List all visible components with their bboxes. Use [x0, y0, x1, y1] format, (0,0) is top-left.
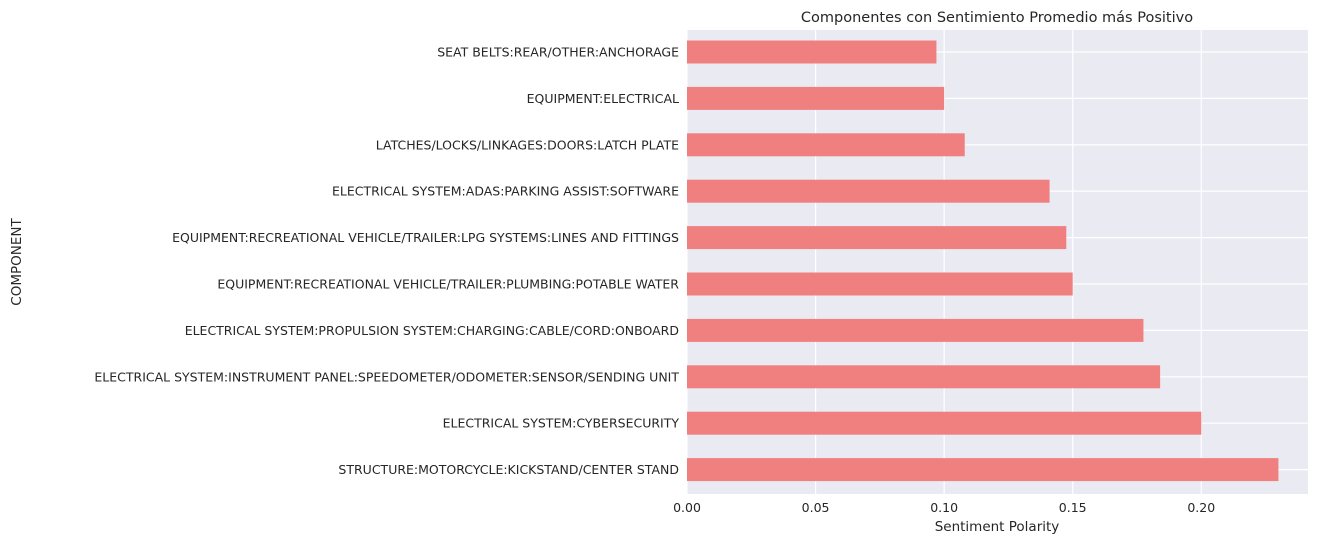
y-tick-label: STRUCTURE:MOTORCYCLE:KICKSTAND/CENTER ST…	[338, 462, 679, 477]
bar	[687, 272, 1073, 296]
bar	[687, 411, 1202, 435]
bar	[687, 179, 1050, 203]
x-axis-label: Sentiment Polarity	[935, 519, 1060, 535]
bar	[687, 226, 1067, 250]
x-tick-labels: 0.00 0.05 0.10 0.15 0.20	[673, 500, 1215, 515]
x-tick-label: 0.05	[802, 500, 830, 515]
y-tick-label: ELECTRICAL SYSTEM:ADAS:PARKING ASSIST:SO…	[332, 184, 679, 199]
x-tick-label: 0.10	[930, 500, 958, 515]
y-tick-label: ELECTRICAL SYSTEM:PROPULSION SYSTEM:CHAR…	[185, 323, 679, 338]
y-tick-label: ELECTRICAL SYSTEM:INSTRUMENT PANEL:SPEED…	[94, 369, 679, 384]
chart-title: Componentes con Sentimiento Promedio más…	[801, 10, 1193, 26]
x-tick-label: 0.00	[673, 500, 701, 515]
y-axis-label: COMPONENT	[9, 218, 25, 306]
y-tick-label: ELECTRICAL SYSTEM:CYBERSECURITY	[443, 416, 680, 431]
x-tick-label: 0.15	[1059, 500, 1087, 515]
y-tick-label: EQUIPMENT:RECREATIONAL VEHICLE/TRAILER:L…	[172, 230, 679, 245]
bar	[687, 458, 1279, 482]
y-tick-label: EQUIPMENT:RECREATIONAL VEHICLE/TRAILER:P…	[217, 277, 679, 292]
y-tick-label: EQUIPMENT:ELECTRICAL	[527, 91, 679, 106]
bar	[687, 318, 1144, 342]
y-tick-label: LATCHES/LOCKS/LINKAGES:DOORS:LATCH PLATE	[376, 137, 679, 152]
bar	[687, 40, 937, 64]
x-tick-label: 0.20	[1187, 500, 1215, 515]
bar	[687, 365, 1161, 389]
y-tick-labels: SEAT BELTS:REAR/OTHER:ANCHORAGE EQUIPMENT…	[94, 45, 679, 478]
bar	[687, 133, 965, 157]
bar	[687, 86, 945, 110]
bars	[687, 40, 1279, 482]
y-tick-label: SEAT BELTS:REAR/OTHER:ANCHORAGE	[437, 45, 679, 60]
